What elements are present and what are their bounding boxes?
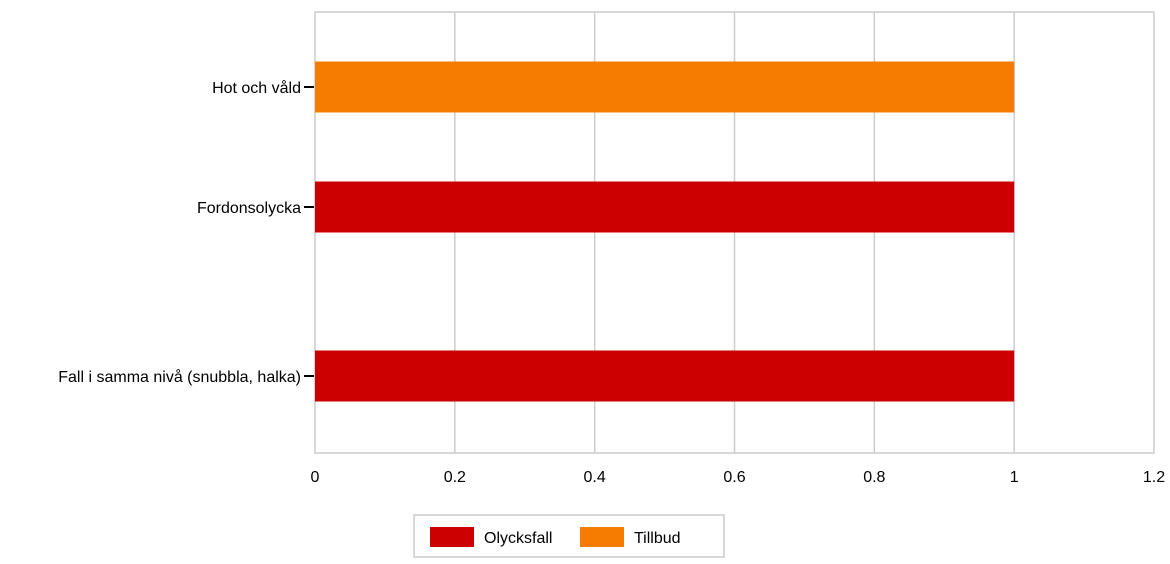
axis-layer: 0 0.2 0.4 0.6 0.8 1 1.2 Hot och våld Fordonsolyc… bbox=[58, 79, 1165, 486]
legend-swatch bbox=[430, 527, 474, 547]
bar-layer bbox=[315, 61, 1015, 402]
x-tick-label: 1.2 bbox=[1143, 469, 1165, 486]
category-label: Fordonsolycka bbox=[197, 200, 301, 217]
x-tick-label: 0.2 bbox=[444, 469, 466, 486]
category-label: Fall i samma nivå (snubbla, halka) bbox=[58, 368, 301, 386]
legend: Olycksfall Tillbud bbox=[413, 514, 725, 558]
bar bbox=[315, 350, 1015, 402]
x-tick-label: 0.4 bbox=[584, 469, 606, 486]
legend-label: Olycksfall bbox=[484, 530, 552, 547]
legend-label: Tillbud bbox=[634, 530, 681, 547]
x-tick-label: 1 bbox=[1010, 469, 1019, 486]
x-tick-label: 0 bbox=[311, 469, 320, 486]
category-label: Hot och våld bbox=[212, 79, 301, 97]
bar bbox=[315, 181, 1015, 233]
x-tick-label: 0.6 bbox=[723, 469, 745, 486]
x-tick-label: 0.8 bbox=[863, 469, 885, 486]
bar bbox=[315, 61, 1015, 113]
legend-swatch bbox=[580, 527, 624, 547]
